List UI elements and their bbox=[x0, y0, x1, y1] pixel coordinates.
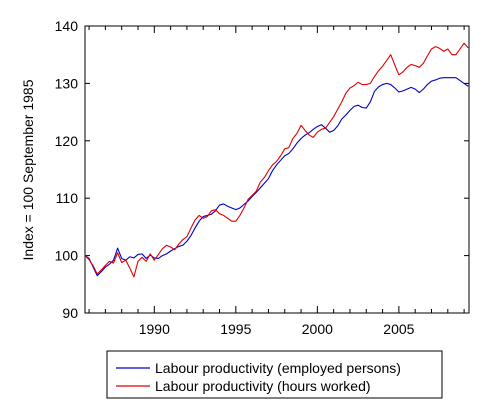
legend-label-hours: Labour productivity (hours worked) bbox=[155, 378, 371, 394]
legend: Labour productivity (employed persons) L… bbox=[106, 350, 443, 399]
x-tick-label: 2005 bbox=[383, 321, 414, 337]
y-tick-label: 140 bbox=[55, 18, 79, 34]
legend-label-employed: Labour productivity (employed persons) bbox=[155, 360, 401, 376]
y-tick-label: 120 bbox=[55, 133, 79, 149]
y-tick-label: 90 bbox=[62, 305, 78, 321]
x-axis-ticks: 1990 1995 2000 2005 bbox=[88, 26, 465, 337]
x-tick-label: 2000 bbox=[302, 321, 333, 337]
y-tick-label: 110 bbox=[56, 190, 79, 206]
x-tick-label: 1990 bbox=[139, 321, 170, 337]
series-line-hours-worked bbox=[84, 42, 469, 278]
series-layer bbox=[84, 42, 469, 278]
y-tick-label: 100 bbox=[55, 248, 79, 264]
x-tick-label: 1995 bbox=[220, 321, 251, 337]
y-axis-ticks: 90 100 110 120 130 140 bbox=[55, 18, 469, 321]
legend-box bbox=[106, 350, 443, 399]
plot-area bbox=[84, 25, 470, 314]
y-axis-title: Index = 100 September 1985 bbox=[20, 79, 36, 260]
y-tick-label: 130 bbox=[55, 75, 79, 91]
